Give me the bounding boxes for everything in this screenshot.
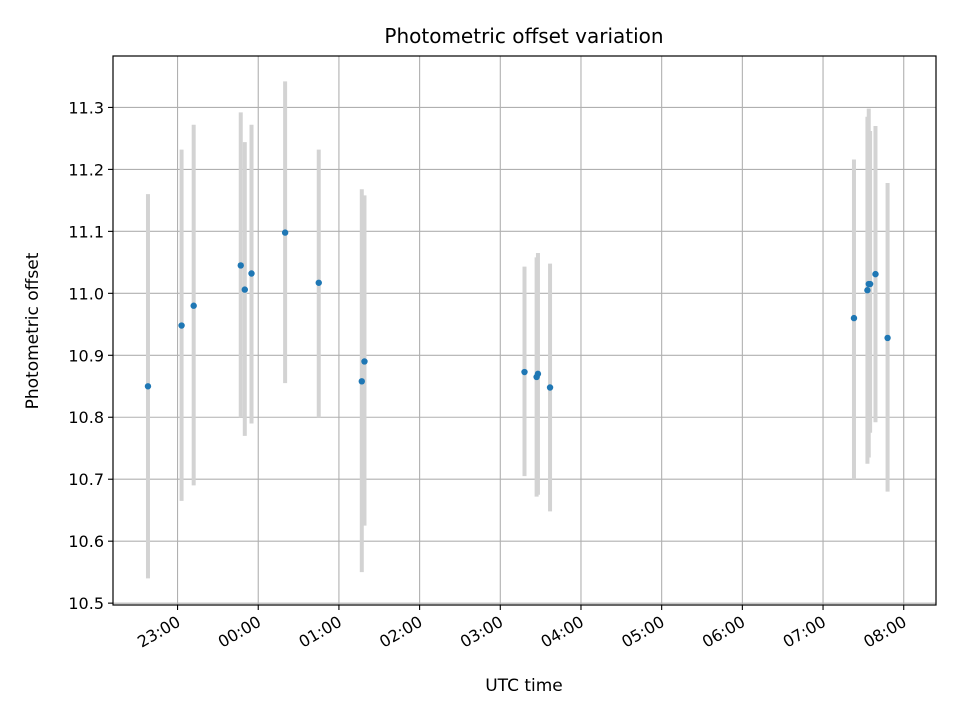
data-point: [361, 358, 368, 365]
x-axis-ticks: 23:00 00:00 01:00 02:00 03:00 04:00 05:00 06:00…: [134, 605, 910, 652]
data-point: [178, 322, 185, 329]
y-tick-label: 11.2: [68, 160, 104, 179]
x-tick-label: 03:00: [457, 612, 506, 652]
y-axis-ticks: 10.5 10.6 10.7 10.8 10.9 11.0 11.1 11.2 11.3: [68, 98, 113, 613]
data-point: [850, 314, 858, 322]
y-axis-label: Photometric offset: [23, 252, 43, 409]
data-point: [546, 384, 554, 391]
x-tick-label: 08:00: [860, 612, 909, 652]
x-tick-label: 01:00: [295, 612, 344, 652]
y-tick-label: 11.1: [68, 222, 104, 241]
data-point: [358, 378, 365, 385]
y-tick-label: 10.8: [68, 408, 104, 427]
x-tick-label: 02:00: [376, 612, 425, 652]
data-point: [872, 270, 879, 278]
error-bars: [145, 81, 890, 579]
data-point: [864, 287, 871, 294]
data-point: [241, 286, 248, 293]
y-tick-label: 10.9: [68, 346, 104, 365]
data-point: [866, 280, 874, 288]
x-tick-label: 06:00: [699, 612, 748, 652]
data-point: [237, 262, 244, 269]
x-axis-label: UTC time: [485, 676, 563, 696]
x-tick-label: 00:00: [215, 612, 264, 652]
data-point: [144, 383, 152, 390]
data-point: [521, 368, 528, 376]
data-point: [281, 229, 289, 236]
x-tick-label: 23:00: [134, 612, 183, 652]
x-tick-label: 07:00: [780, 612, 829, 652]
data-point: [248, 270, 255, 277]
data-points: [144, 229, 891, 391]
y-tick-label: 10.5: [68, 594, 104, 613]
data-point: [534, 370, 542, 378]
y-tick-label: 11.0: [68, 284, 104, 303]
data-point: [884, 334, 891, 342]
x-tick-label: 05:00: [618, 612, 667, 652]
y-tick-label: 10.7: [68, 470, 104, 489]
y-tick-label: 10.6: [68, 532, 104, 551]
y-tick-label: 11.3: [68, 98, 104, 117]
data-point: [190, 302, 197, 309]
x-tick-label: 04:00: [538, 612, 587, 652]
plot-frame: [112, 55, 937, 606]
data-point: [315, 279, 322, 286]
chart-title: Photometric offset variation: [384, 24, 663, 48]
